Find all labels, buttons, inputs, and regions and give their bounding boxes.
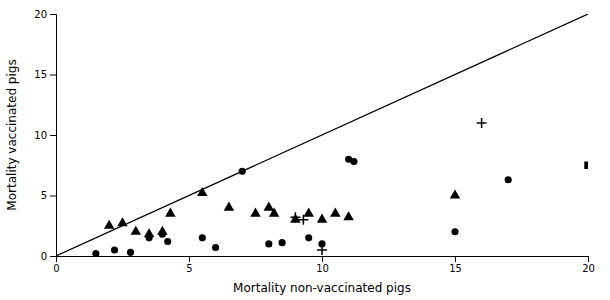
point-triangle — [250, 208, 261, 217]
tick-mark — [50, 256, 56, 257]
point-plus — [317, 245, 327, 255]
point-triangle — [269, 208, 280, 217]
point-triangle — [303, 208, 314, 217]
point-triangle — [450, 189, 461, 198]
series-plus — [290, 118, 486, 255]
point-circle — [111, 246, 118, 253]
y-axis: 0 5 10 15 20 — [34, 9, 56, 262]
tick-label: 0 — [41, 251, 47, 262]
point-circle — [451, 228, 458, 235]
tick-label: 15 — [34, 69, 47, 80]
point-circle — [164, 238, 171, 245]
point-plus — [290, 212, 300, 222]
series-circle — [92, 156, 511, 256]
tick: 5 — [186, 256, 192, 274]
point-circle — [350, 158, 357, 165]
tick: 10 — [316, 256, 329, 274]
x-axis-line — [57, 257, 589, 263]
y-axis-line — [50, 15, 57, 257]
tick-mark — [455, 256, 456, 262]
x-axis-title: Mortality non-vaccinated pigs — [233, 281, 411, 295]
tick-label: 20 — [582, 263, 595, 274]
tick-label: 5 — [41, 190, 47, 201]
point-triangle — [131, 226, 142, 235]
chart: 0 5 10 15 20 0 5 10 15 20 Mortality non-vaccinated… — [0, 0, 610, 300]
point-triangle — [317, 214, 328, 223]
point-triangle — [117, 217, 128, 226]
tick: 5 — [41, 190, 56, 201]
point-square — [584, 162, 588, 169]
marks — [56, 14, 588, 256]
point-plus — [298, 215, 308, 225]
tick: 15 — [34, 69, 56, 80]
tick: 0 — [41, 251, 56, 262]
tick-mark — [50, 14, 56, 15]
y-axis-title: Mortality vaccinated pigs — [5, 59, 19, 210]
point-triangle — [264, 202, 275, 211]
tick-mark — [322, 256, 323, 262]
identity-line — [56, 14, 588, 256]
tick-mark — [50, 135, 56, 136]
tick: 20 — [582, 256, 595, 274]
point-circle — [279, 239, 286, 246]
point-triangle — [104, 220, 115, 229]
tick-label: 20 — [34, 9, 47, 20]
tick-mark — [50, 196, 56, 197]
tick-mark — [189, 256, 190, 262]
point-triangle — [165, 208, 176, 217]
point-plus — [477, 118, 487, 128]
point-circle — [305, 234, 312, 241]
tick-mark — [588, 256, 589, 262]
tick-label: 0 — [53, 263, 59, 274]
point-circle — [127, 249, 134, 256]
point-triangle — [330, 208, 341, 217]
tick: 10 — [34, 130, 56, 141]
point-circle — [265, 240, 272, 247]
tick: 15 — [449, 256, 462, 274]
point-circle — [199, 234, 206, 241]
tick-mark — [50, 75, 56, 76]
point-triangle — [157, 226, 168, 235]
tick-label: 5 — [186, 263, 192, 274]
point-circle — [92, 250, 99, 256]
tick-label: 15 — [449, 263, 462, 274]
tick: 0 — [53, 256, 59, 274]
point-triangle — [144, 228, 155, 237]
point-triangle — [197, 187, 208, 196]
tick-label: 10 — [316, 263, 329, 274]
x-axis: 0 5 10 15 20 — [53, 256, 595, 274]
point-triangle — [224, 202, 235, 211]
series-square — [584, 162, 588, 169]
point-circle — [505, 176, 512, 183]
series-triangle — [104, 187, 460, 237]
point-circle — [239, 168, 246, 175]
point-circle — [212, 244, 219, 251]
point-triangle — [343, 211, 354, 220]
tick: 20 — [34, 9, 56, 20]
plot: 0 5 10 15 20 0 5 10 15 20 — [34, 9, 595, 274]
tick-label: 10 — [34, 130, 47, 141]
